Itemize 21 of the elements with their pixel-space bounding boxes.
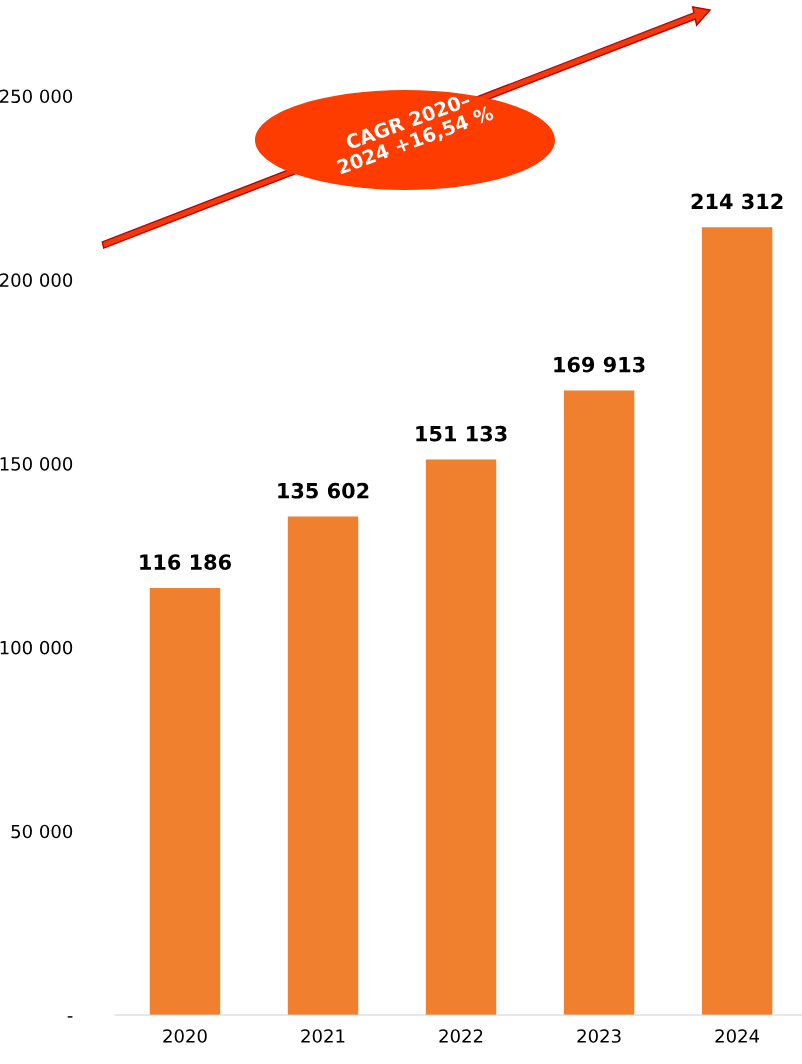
x-tick-label: 2021 <box>301 1029 345 1043</box>
x-tick-label: 2024 <box>715 1029 760 1043</box>
bar <box>701 227 773 1015</box>
x-tick-label: 2022 <box>439 1029 483 1043</box>
data-label: 169 913 <box>554 356 645 373</box>
data-label: 116 186 <box>140 554 231 570</box>
bar <box>563 390 635 1015</box>
y-tick-label: 100 000 <box>0 640 73 655</box>
data-label: 151 133 <box>416 425 507 442</box>
y-tick-label: 50 000 <box>11 824 73 839</box>
y-tick-label: 250 000 <box>0 89 73 104</box>
y-tick-label: 200 000 <box>0 273 73 287</box>
x-tick-label: 2020 <box>163 1029 207 1043</box>
y-tick-label: - <box>67 1016 73 1018</box>
y-tick-label: 150 000 <box>0 457 73 471</box>
bar <box>425 459 497 1015</box>
x-tick-label: 2023 <box>577 1029 621 1043</box>
data-label: 135 602 <box>278 482 369 499</box>
bar <box>149 587 221 1015</box>
bar <box>287 516 359 1015</box>
data-label: 214 312 <box>691 193 783 210</box>
